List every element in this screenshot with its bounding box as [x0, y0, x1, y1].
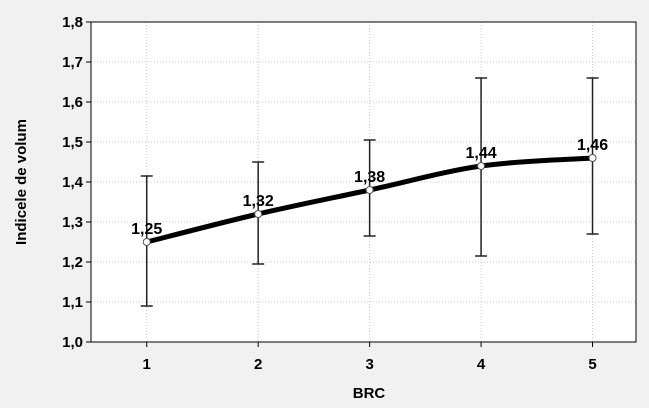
data-label: 1,32 [243, 193, 274, 210]
y-tick-label: 1,2 [62, 254, 83, 271]
data-points [142, 154, 597, 246]
data-labels: 1,25 1,32 1,38 1,44 1,46 [131, 137, 608, 238]
x-tick-label: 3 [365, 356, 373, 373]
y-tick-label: 1,8 [62, 14, 83, 31]
data-label: 1,44 [466, 145, 497, 162]
data-point [142, 238, 151, 246]
data-point [588, 154, 597, 162]
data-point [477, 162, 486, 170]
x-tick-label: 4 [477, 356, 486, 373]
y-tick-label: 1,1 [62, 294, 83, 311]
y-axis-label: Indicele de volum [13, 119, 30, 245]
data-label: 1,25 [131, 221, 162, 238]
x-axis-label: BRC [353, 385, 386, 402]
x-tick-label: 2 [254, 356, 262, 373]
y-tick-label: 1,6 [62, 94, 83, 111]
x-tick-label: 1 [143, 356, 151, 373]
data-label: 1,46 [577, 137, 608, 154]
y-tick-label: 1,4 [62, 174, 84, 191]
axes: 1,0 1,1 1,2 1,3 1,4 1,5 1,6 1,7 1,8 1 2 3 4 5 [62, 14, 597, 373]
y-tick-label: 1,3 [62, 214, 83, 231]
data-point [365, 186, 374, 194]
y-tick-label: 1,5 [62, 134, 83, 151]
data-point [254, 210, 263, 218]
x-tick-label: 5 [588, 356, 596, 373]
data-label: 1,38 [354, 169, 385, 186]
y-tick-label: 1,7 [62, 54, 83, 71]
y-tick-label: 1,0 [62, 334, 83, 351]
